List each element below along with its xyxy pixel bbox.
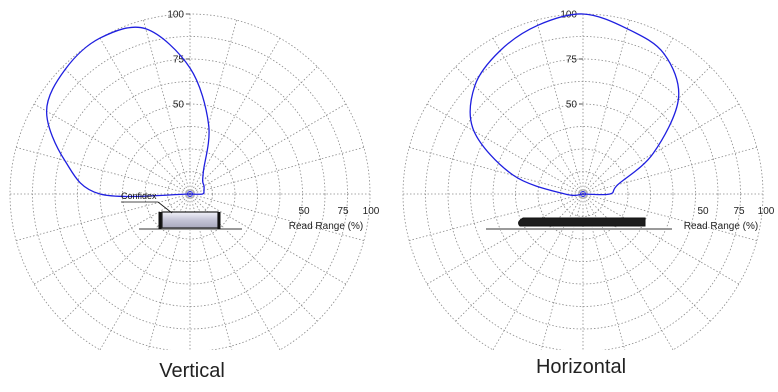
series-curve: [469, 13, 680, 197]
grid-circle: [537, 148, 629, 240]
r-tick-label-horizontal: 75: [337, 206, 349, 217]
grid-spoke: [582, 193, 674, 350]
grid-spoke: [62, 66, 191, 195]
grid-spoke: [15, 147, 191, 195]
grid-spoke: [189, 19, 237, 195]
grid-circle: [492, 103, 674, 285]
grid-spoke: [582, 147, 758, 195]
r-axis-title: Read Range (%): [289, 221, 363, 232]
r-tick-label-vertical: 50: [173, 100, 185, 111]
chart-caption: Horizontal: [536, 356, 626, 378]
grid-spoke: [582, 19, 630, 195]
grid-spoke: [455, 193, 584, 322]
r-tick-label-vertical: 75: [173, 55, 185, 66]
r-tick-label-vertical: 100: [167, 10, 184, 21]
r-tick-label-horizontal: 75: [733, 206, 745, 217]
series-curve: [45, 26, 210, 198]
r-tick-label-vertical: 75: [566, 55, 578, 66]
grid-spoke: [33, 193, 191, 285]
grid-circle: [54, 58, 326, 330]
grid-spoke: [582, 37, 674, 195]
r-tick-label-horizontal: 100: [363, 206, 380, 217]
grid-circle: [99, 103, 281, 285]
grid-spoke: [582, 193, 758, 241]
r-axis-title: Read Range (%): [684, 221, 758, 232]
annotation-leader: [157, 201, 173, 214]
horizontal-tag-body: [518, 217, 646, 227]
grid-spoke: [408, 193, 584, 241]
vertical-tag-body: [161, 211, 219, 229]
grid-circle: [447, 58, 719, 330]
grid-spoke: [582, 103, 740, 195]
grid-spoke: [189, 147, 365, 195]
r-tick-label-vertical: 50: [566, 100, 578, 111]
chart-caption: Vertical: [159, 360, 225, 382]
annotation-label: Confidex: [121, 191, 157, 201]
r-tick-label-horizontal: 50: [298, 206, 310, 217]
r-tick-label-horizontal: 50: [697, 206, 709, 217]
grid-spoke: [189, 103, 347, 195]
r-tick-label-horizontal: 100: [758, 206, 775, 217]
grid-spoke: [492, 193, 584, 350]
grid-spoke: [189, 193, 347, 285]
grid-circle: [144, 148, 236, 240]
grid-spoke: [582, 193, 740, 285]
